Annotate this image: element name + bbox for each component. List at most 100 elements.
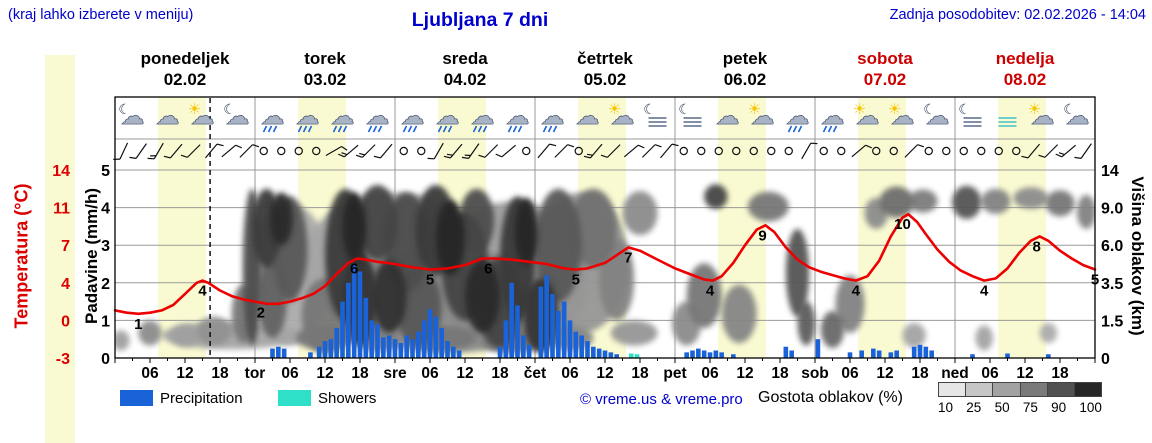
- svg-text:☁: ☁: [891, 103, 915, 130]
- svg-text:6: 6: [484, 260, 492, 277]
- svg-text:3.5: 3.5: [1101, 276, 1123, 293]
- showers-swatch: [278, 390, 311, 406]
- svg-text:4: 4: [706, 283, 715, 300]
- cloud-scale-segment: [939, 383, 966, 396]
- day-header: petek 06.02: [722, 49, 768, 89]
- cloud-scale-gradient: [938, 382, 1102, 397]
- svg-text:☁: ☁: [436, 103, 460, 130]
- svg-text:8: 8: [1032, 238, 1040, 255]
- weather-icons-row: ☾☁ ☁ ☀☁ ☾☁ ☁ ☁ ☁ ☁ ☁ ☁ ☁ ☁ ☁ ☁ ☀☁ ☾ ☾ ☁ ☀☁ ☁ ☁ ☀☁ ☀☁ ☾☁ ☾ ☀☁ ☾☁: [118, 101, 1090, 133]
- svg-text:-3: -3: [56, 351, 70, 368]
- svg-text:06: 06: [841, 365, 859, 382]
- x-axis-labels: 06 12 18 tor 06 12 18 sre 06 12 18 čet 06 12 18 pet 06 12…: [114, 358, 1096, 382]
- svg-text:☁: ☁: [576, 103, 600, 130]
- svg-text:4: 4: [852, 283, 861, 300]
- svg-text:0: 0: [1101, 351, 1110, 368]
- svg-text:☁: ☁: [156, 103, 180, 130]
- svg-text:12: 12: [456, 365, 473, 382]
- cloud-density-scale: 10 25 50 75 90 100: [938, 382, 1102, 415]
- svg-text:06: 06: [281, 365, 299, 382]
- svg-text:☾: ☾: [223, 101, 236, 117]
- wind-barbs-row: [113, 142, 1092, 160]
- svg-text:☀: ☀: [1028, 101, 1041, 118]
- svg-text:☁: ☁: [226, 103, 250, 130]
- day-header: sreda 04.02: [442, 49, 488, 89]
- svg-text:1.5: 1.5: [1101, 313, 1123, 330]
- svg-text:1: 1: [101, 313, 110, 330]
- svg-text:18: 18: [631, 365, 649, 382]
- svg-text:18: 18: [1051, 365, 1069, 382]
- svg-text:☾: ☾: [1063, 101, 1076, 117]
- svg-text:2: 2: [101, 276, 110, 293]
- svg-text:6: 6: [350, 260, 358, 277]
- svg-text:4: 4: [198, 283, 207, 300]
- cloud-scale-value: 100: [1079, 400, 1102, 415]
- day-headers: ponedeljek 02.02 torek 03.02 sreda 04.02 četrt…: [115, 48, 1095, 94]
- credit-link[interactable]: © vreme.us & vreme.pro: [580, 391, 743, 408]
- svg-text:☁: ☁: [121, 103, 145, 130]
- cloud-scale-values: 10 25 50 75 90 100: [938, 400, 1102, 415]
- svg-text:☾: ☾: [118, 101, 131, 117]
- svg-text:☁: ☁: [401, 103, 425, 130]
- cloud-scale-segment: [992, 383, 1020, 396]
- svg-text:12: 12: [316, 365, 333, 382]
- precipitation-swatch: [120, 390, 153, 406]
- svg-text:5: 5: [426, 272, 434, 289]
- svg-text:18: 18: [491, 365, 509, 382]
- svg-text:1: 1: [134, 316, 142, 333]
- svg-text:9.0: 9.0: [1101, 201, 1123, 218]
- svg-text:12: 12: [176, 365, 193, 382]
- svg-text:☁: ☁: [331, 103, 355, 130]
- svg-text:2: 2: [257, 305, 265, 322]
- svg-text:☁: ☁: [506, 103, 530, 130]
- svg-text:18: 18: [771, 365, 789, 382]
- svg-text:3: 3: [101, 238, 110, 255]
- svg-text:06: 06: [981, 365, 999, 382]
- svg-text:☁: ☁: [716, 103, 740, 130]
- temperature-axis-ticks: 14 11 7 4 0 -3: [52, 163, 70, 368]
- svg-text:☀: ☀: [888, 101, 901, 118]
- day-header: nedelja 08.02: [995, 49, 1055, 89]
- svg-text:06: 06: [701, 365, 719, 382]
- precipitation-bars: [270, 264, 1051, 358]
- svg-text:7: 7: [624, 249, 632, 266]
- svg-text:12: 12: [736, 365, 753, 382]
- svg-text:☁: ☁: [296, 103, 320, 130]
- svg-text:☁: ☁: [751, 103, 775, 130]
- svg-text:06: 06: [421, 365, 439, 382]
- svg-text:11: 11: [53, 201, 70, 218]
- svg-text:☁: ☁: [786, 103, 810, 130]
- svg-text:☾: ☾: [923, 101, 936, 117]
- svg-text:sre: sre: [383, 365, 407, 382]
- day-header: torek 03.02: [303, 49, 347, 89]
- svg-text:☀: ☀: [853, 101, 866, 118]
- precipitation-axis-ticks: 5 4 3 2 1 0: [101, 163, 110, 368]
- svg-text:4: 4: [980, 283, 989, 300]
- svg-text:18: 18: [911, 365, 929, 382]
- svg-text:☁: ☁: [471, 103, 495, 130]
- cloud-scale-segment: [1019, 383, 1047, 396]
- svg-text:18: 18: [211, 365, 229, 382]
- svg-text:čet: čet: [524, 365, 546, 382]
- svg-text:12: 12: [876, 365, 893, 382]
- showers-legend-label: Showers: [318, 390, 377, 407]
- svg-text:☾: ☾: [958, 101, 971, 117]
- svg-text:5: 5: [101, 163, 110, 180]
- svg-text:pet: pet: [663, 365, 686, 382]
- svg-text:14: 14: [1101, 163, 1119, 180]
- svg-text:5: 5: [572, 272, 580, 289]
- cloud-height-axis-ticks: 14 9.0 6.0 3.5 1.5 0: [1101, 163, 1123, 368]
- svg-text:☾: ☾: [643, 101, 656, 117]
- svg-text:☀: ☀: [188, 101, 201, 118]
- temperature-line: [113, 212, 1097, 316]
- cloud-scale-value: 75: [1022, 400, 1038, 415]
- svg-text:☁: ☁: [366, 103, 390, 130]
- svg-text:ned: ned: [941, 365, 969, 382]
- svg-text:4: 4: [101, 201, 110, 218]
- svg-text:18: 18: [351, 365, 369, 382]
- svg-text:☁: ☁: [541, 103, 565, 130]
- svg-text:☁: ☁: [611, 103, 635, 130]
- cloud-scale-value: 10: [938, 400, 954, 415]
- day-header: četrtek 05.02: [577, 49, 633, 89]
- cloud-scale-value: 50: [994, 400, 1010, 415]
